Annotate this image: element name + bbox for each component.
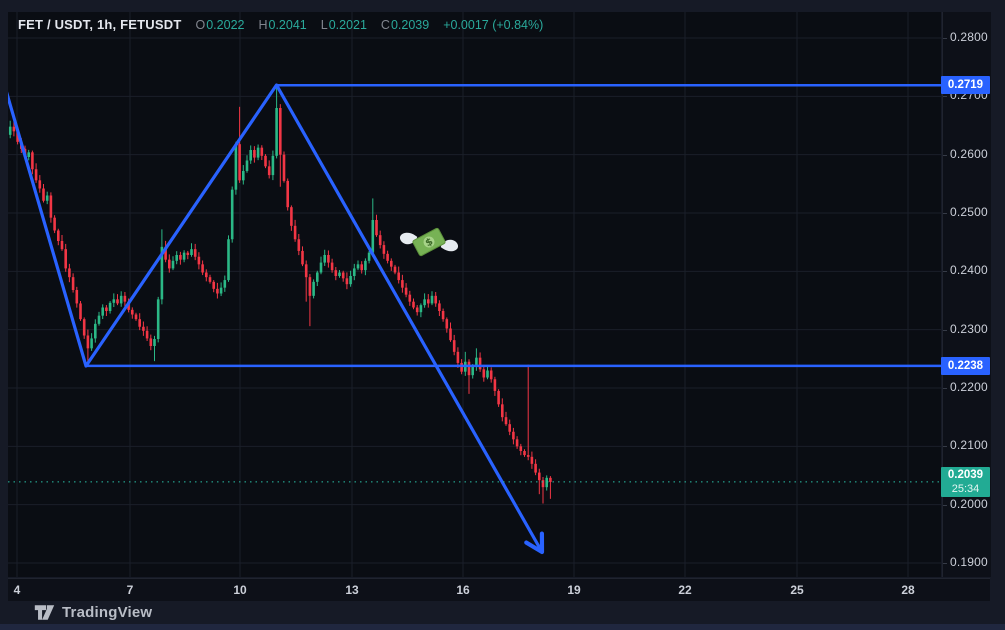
ohlc-close: C 0.2039 bbox=[380, 17, 430, 32]
price-tick-label: 0.2100 bbox=[950, 438, 988, 453]
time-tick-label: 19 bbox=[567, 583, 581, 597]
time-axis[interactable]: 4 7 10 13 16 19 22 25 28 bbox=[8, 578, 990, 601]
price-tick-label: 0.2500 bbox=[950, 204, 988, 219]
bottom-bar: TradingView bbox=[0, 600, 1005, 624]
last-price-label: 0.2039 25:34 bbox=[941, 466, 990, 497]
tradingview-logo-text[interactable]: TradingView bbox=[62, 603, 153, 621]
price-tick-label: 0.2000 bbox=[950, 496, 988, 511]
price-tick-mark bbox=[943, 446, 947, 448]
time-tick-label: 10 bbox=[233, 583, 247, 597]
price-tick-mark bbox=[943, 154, 947, 156]
price-tick-mark bbox=[943, 387, 947, 389]
time-tick-label: 25 bbox=[790, 583, 804, 597]
ohlc-open: O 0.2022 bbox=[195, 17, 245, 32]
price-tick-mark bbox=[943, 96, 947, 98]
symbol-title[interactable]: FET / USDT, 1h, FETUSDT bbox=[18, 17, 182, 32]
candles bbox=[8, 85, 552, 504]
price-tick-label: 0.2300 bbox=[950, 321, 988, 336]
time-tick-label: 13 bbox=[345, 583, 359, 597]
bar-countdown: 25:34 bbox=[951, 482, 980, 495]
price-tick-label: 0.2400 bbox=[950, 263, 988, 278]
price-tick-mark bbox=[943, 38, 947, 39]
chart-legend[interactable]: FET / USDT, 1h, FETUSDT O 0.2022 H 0.204… bbox=[18, 17, 543, 32]
price-tick-label: 0.2800 bbox=[950, 30, 988, 44]
money-with-wings-icon[interactable]: $ bbox=[398, 213, 459, 270]
time-tick-label: 4 bbox=[13, 583, 21, 597]
tradingview-logo-icon[interactable] bbox=[34, 604, 55, 621]
price-tick-mark bbox=[943, 563, 947, 564]
price-change: +0.0017 (+0.84%) bbox=[443, 17, 544, 32]
candlestick-chart[interactable]: $ bbox=[8, 12, 941, 577]
price-tick-label: 0.1900 bbox=[950, 555, 988, 569]
price-tick-mark bbox=[943, 271, 947, 273]
time-tick-label: 16 bbox=[456, 583, 470, 597]
price-tick-mark bbox=[943, 504, 947, 506]
grid-lines bbox=[8, 12, 941, 577]
price-tick-label: 0.2600 bbox=[950, 146, 988, 161]
price-tick-mark bbox=[943, 329, 947, 331]
time-tick-label: 22 bbox=[678, 583, 692, 597]
price-tick-label: 0.2200 bbox=[950, 379, 988, 394]
chart-pane[interactable]: $ bbox=[8, 12, 941, 577]
bottom-edge-strip bbox=[0, 624, 1005, 630]
last-price-value: 0.2039 bbox=[947, 468, 984, 481]
time-tick-label: 7 bbox=[126, 583, 134, 597]
ohlc-low: L 0.2021 bbox=[320, 17, 367, 32]
time-tick-label: 28 bbox=[901, 583, 915, 597]
resistance-price-label: 0.2719 bbox=[941, 76, 990, 95]
support-price-label: 0.2238 bbox=[941, 356, 990, 375]
trend-line-drawing[interactable] bbox=[8, 80, 941, 556]
price-tick-mark bbox=[943, 212, 947, 214]
ohlc-high: H 0.2041 bbox=[258, 17, 307, 32]
svg-text:$: $ bbox=[424, 236, 435, 249]
